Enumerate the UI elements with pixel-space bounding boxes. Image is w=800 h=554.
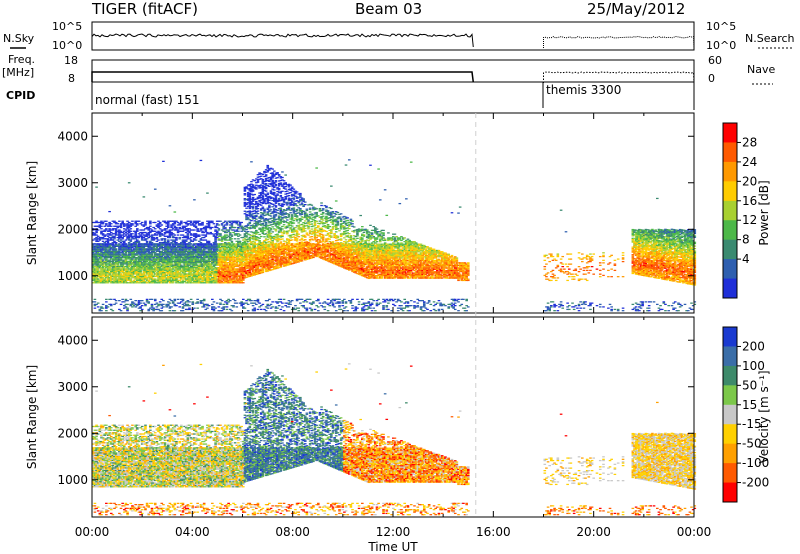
velocity-colorbar-swatch	[723, 346, 737, 367]
velocity-colorbar-tick: 200	[742, 339, 765, 353]
power-colorbar-tick: 4	[742, 252, 750, 266]
power-colorbar-swatch	[723, 161, 737, 182]
freq-label-1: Freq.	[8, 53, 35, 66]
velocity-ytick-label: 3000	[57, 380, 88, 394]
velocity-colorbar-tick: -50	[742, 437, 762, 451]
x-tick-label: 12:00	[376, 525, 411, 539]
velocity-ytick-label: 1000	[57, 473, 88, 487]
power-ytick-label: 2000	[57, 222, 88, 236]
x-tick-label: 04:00	[175, 525, 210, 539]
x-axis-label: Time UT	[367, 540, 418, 554]
power-colorbar-tick: 16	[742, 194, 757, 208]
velocity-panel: 1000 2000 3000 4000 Slant Range [km] 200 100…	[25, 316, 771, 554]
nave-label: Nave	[747, 63, 775, 76]
freq-panel: Freq. [MHz] 18 8 60 0 Nave	[2, 53, 775, 85]
cpid-segment-2: themis 3300	[546, 83, 621, 97]
velocity-colorbar-swatch	[723, 463, 737, 484]
cpid-label: CPID	[6, 89, 35, 102]
velocity-colorbar-tick: -200	[742, 476, 769, 490]
nsky-trace	[91, 33, 474, 48]
power-ytick-label: 3000	[57, 176, 88, 190]
velocity-colorbar-tick: -15	[742, 417, 762, 431]
nsky-panel: N.Sky 10^5 10^0 10^5 10^0 N.Search	[3, 20, 795, 52]
power-colorbar-swatch	[723, 181, 737, 202]
nave-trace	[543, 71, 695, 84]
velocity-colorbar-swatch	[723, 327, 737, 347]
velocity-colorbar-swatch	[723, 443, 737, 464]
velocity-colorbar-swatch	[723, 404, 737, 425]
x-tick-label: 08:00	[275, 525, 310, 539]
power-colorbar-tick: 28	[742, 135, 757, 149]
power-colorbar-tick: 24	[742, 155, 757, 169]
velocity-colorbar-tick: 15	[742, 398, 757, 412]
velocity-colorbar-tick: 50	[742, 378, 757, 392]
x-tick-label: 00:00	[75, 525, 110, 539]
radar-title: TIGER (fitACF)	[91, 0, 198, 18]
nsky-tick-top: 10^5	[52, 20, 82, 33]
power-colorbar-swatch	[723, 239, 737, 260]
velocity-colorbar-tick: 100	[742, 359, 765, 373]
power-colorbar-swatch	[723, 259, 737, 280]
power-colorbar-swatch	[723, 200, 737, 221]
power-ytick-label: 1000	[57, 269, 88, 283]
x-tick-label: 16:00	[476, 525, 511, 539]
cpid-segment-1: normal (fast) 151	[95, 93, 199, 107]
nsearch-tick-top: 10^5	[706, 20, 736, 33]
velocity-colorbar-swatch	[723, 365, 737, 386]
freq-tick-top: 18	[64, 54, 78, 67]
date-label: 25/May/2012	[587, 0, 685, 18]
freq-label-2: [MHz]	[2, 66, 34, 79]
power-colorbar-swatch	[723, 220, 737, 241]
freq-trace	[91, 71, 475, 83]
power-colorbar-tick: 12	[742, 213, 757, 227]
velocity-ytick-label: 2000	[57, 426, 88, 440]
nsearch-tick-bottom: 10^0	[706, 39, 736, 52]
nsky-label: N.Sky	[3, 32, 35, 45]
cpid-panel: CPID normal (fast) 151 themis 3300	[6, 82, 695, 110]
velocity-ylabel: Slant Range [km]	[25, 365, 39, 469]
nsky-tick-bottom: 10^0	[52, 39, 82, 52]
power-ytick-label: 4000	[57, 129, 88, 143]
beam-label: Beam 03	[355, 0, 422, 18]
power-colorbar-tick: 8	[742, 233, 750, 247]
nave-tick-top: 60	[708, 54, 722, 67]
velocity-colorbar-tick: -100	[742, 456, 769, 470]
velocity-colorbar-label: Velocity [m s⁻¹]	[757, 370, 771, 463]
nsearch-trace	[543, 35, 695, 49]
nsearch-label: N.Search	[745, 32, 795, 45]
freq-tick-bottom: 8	[68, 72, 75, 85]
velocity-ytick-label: 4000	[57, 333, 88, 347]
power-panel: 1000 2000 3000 4000 Slant Range [km] 28 24 20…	[25, 112, 771, 314]
nave-tick-bottom: 0	[708, 72, 715, 85]
power-ylabel: Slant Range [km]	[25, 161, 39, 265]
power-colorbar-label: Power [dB]	[757, 180, 771, 245]
velocity-colorbar-swatch	[723, 385, 737, 406]
velocity-colorbar-swatch	[723, 424, 737, 445]
power-colorbar-swatch	[723, 278, 737, 299]
x-tick-label: 00:00	[677, 525, 712, 539]
power-colorbar-swatch	[723, 123, 737, 143]
power-colorbar-swatch	[723, 142, 737, 163]
power-colorbar-tick: 20	[742, 174, 757, 188]
velocity-colorbar-swatch	[723, 482, 737, 503]
velocity-heatmap-cells	[92, 363, 697, 516]
x-tick-label: 20:00	[576, 525, 611, 539]
power-heatmap-cells	[92, 159, 697, 312]
